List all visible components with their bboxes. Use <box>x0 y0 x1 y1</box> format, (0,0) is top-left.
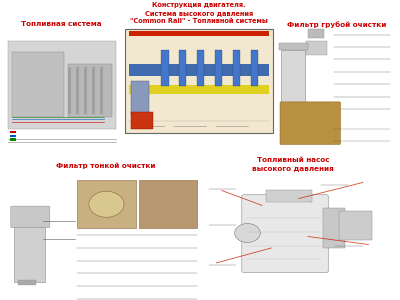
Bar <box>322 208 344 248</box>
Bar <box>76 67 79 114</box>
FancyBboxPatch shape <box>11 206 50 228</box>
Bar <box>10 131 16 134</box>
Bar <box>132 81 149 115</box>
Text: Топливный насос
высокого давления: Топливный насос высокого давления <box>252 158 334 171</box>
Bar <box>179 50 186 86</box>
Bar <box>100 67 103 114</box>
Bar <box>126 29 273 134</box>
Bar <box>281 50 305 135</box>
Bar <box>10 135 16 137</box>
Bar <box>306 40 327 55</box>
Bar <box>130 85 269 94</box>
Bar <box>308 29 324 38</box>
Bar <box>251 50 258 86</box>
Bar <box>12 52 64 117</box>
Bar <box>215 50 222 86</box>
Bar <box>92 67 95 114</box>
FancyBboxPatch shape <box>242 195 328 272</box>
Bar <box>68 64 112 117</box>
Text: Фильтр тонкой очистки: Фильтр тонкой очистки <box>56 163 155 169</box>
Bar <box>266 190 312 202</box>
Text: Конструкция двигателя.
Система высокого давления
"Common Rail" - Топливной систе: Конструкция двигателя. Система высокого … <box>130 2 268 24</box>
Circle shape <box>89 191 124 217</box>
Bar <box>132 112 153 129</box>
Circle shape <box>235 224 260 242</box>
Text: Топливная система: Топливная система <box>22 21 102 27</box>
Bar <box>233 50 240 86</box>
Bar <box>197 50 204 86</box>
Bar <box>18 280 36 285</box>
Bar <box>339 211 372 240</box>
Text: Фильтр грубой очистки: Фильтр грубой очистки <box>287 21 386 28</box>
Bar <box>68 67 71 114</box>
FancyBboxPatch shape <box>280 102 340 144</box>
Bar <box>139 180 198 228</box>
Bar <box>130 31 269 36</box>
Bar <box>161 50 168 86</box>
Bar <box>279 43 308 50</box>
Bar <box>8 40 116 129</box>
Bar <box>130 64 269 76</box>
Bar <box>84 67 87 114</box>
Bar <box>77 180 136 228</box>
Bar <box>10 138 16 140</box>
Bar <box>14 227 44 282</box>
